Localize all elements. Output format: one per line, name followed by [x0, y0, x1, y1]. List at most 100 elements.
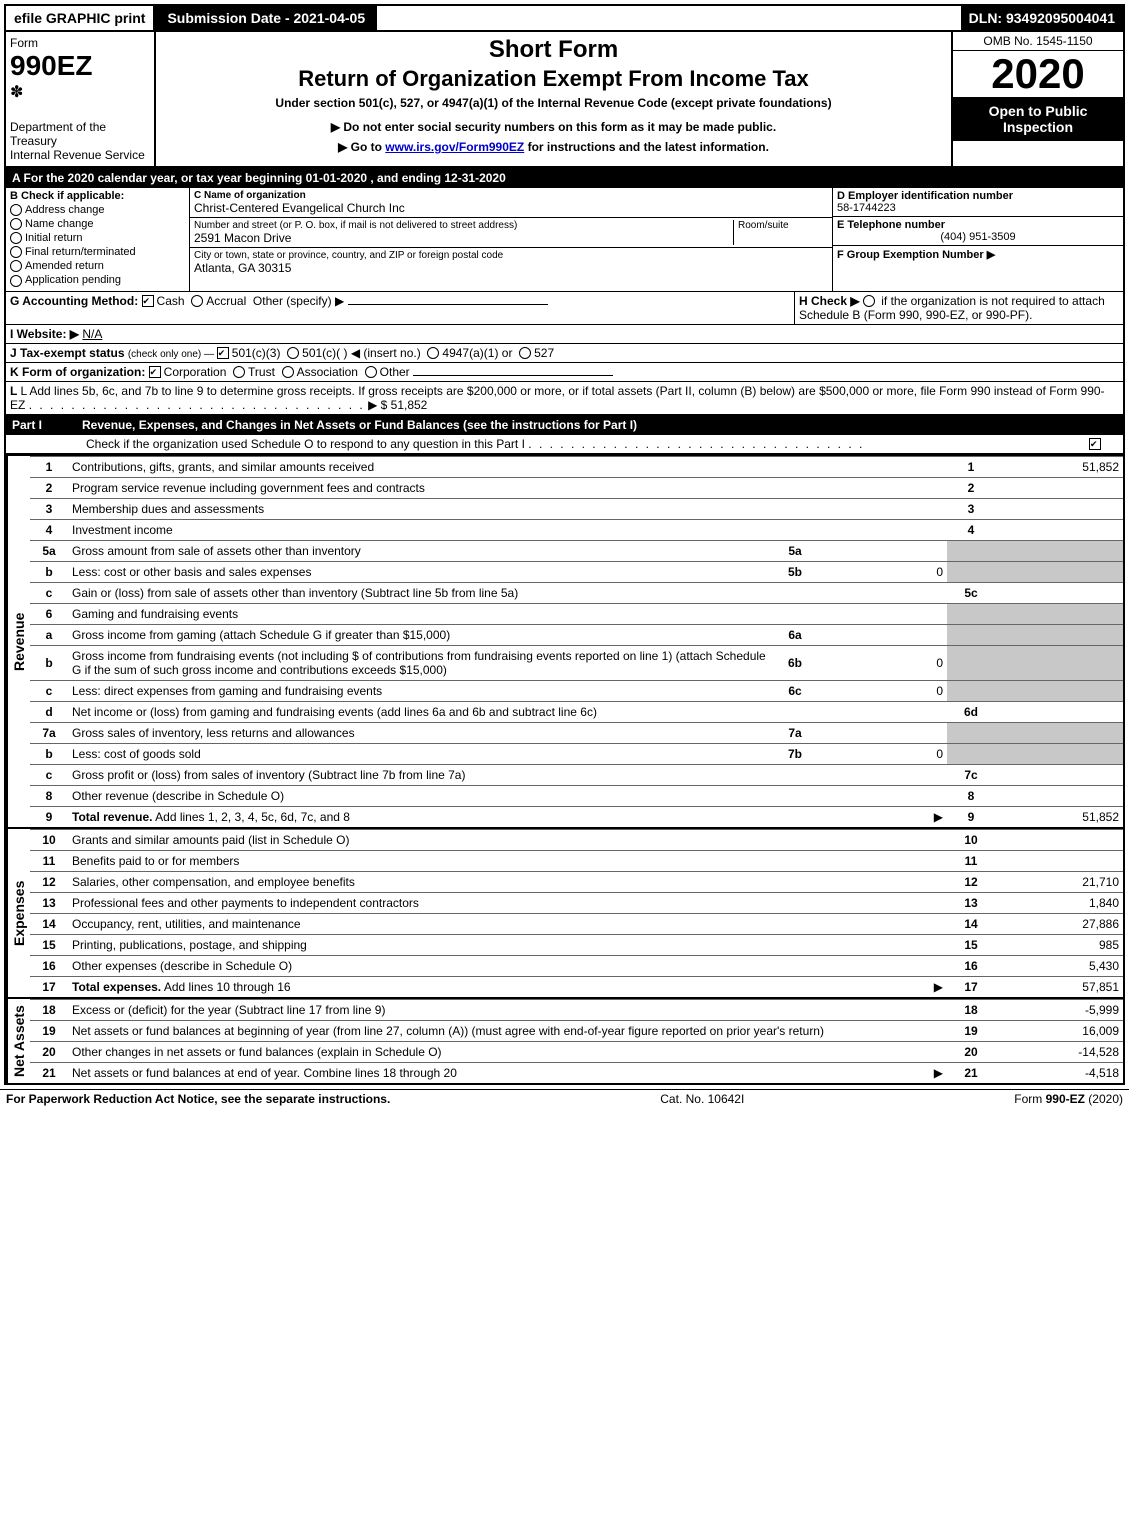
amended-return-checkbox[interactable] [10, 260, 22, 272]
right-line-number: 1 [947, 456, 995, 477]
j-4947-label: 4947(a)(1) or [442, 346, 512, 360]
k-assoc-label: Association [297, 365, 358, 379]
line-desc: Net assets or fund balances at beginning… [68, 1020, 947, 1041]
line-number: d [30, 701, 68, 722]
line-number: c [30, 764, 68, 785]
j-4947-checkbox[interactable] [427, 347, 439, 359]
line-desc: Membership dues and assessments [68, 498, 947, 519]
expenses-table: 10Grants and similar amounts paid (list … [30, 829, 1123, 997]
right-line-value [995, 477, 1123, 498]
e-phone-label: E Telephone number [837, 219, 1119, 231]
right-line-number: 19 [947, 1020, 995, 1041]
shaded-cell [947, 624, 995, 645]
line-desc: Professional fees and other payments to … [68, 892, 947, 913]
line-number: a [30, 624, 68, 645]
line-row: 12Salaries, other compensation, and empl… [30, 871, 1123, 892]
page-footer: For Paperwork Reduction Act Notice, see … [0, 1089, 1129, 1108]
box-b: B Check if applicable: Address change Na… [6, 188, 190, 291]
right-line-value [995, 850, 1123, 871]
part1-header: Part I Revenue, Expenses, and Changes in… [6, 415, 1123, 435]
k-other-checkbox[interactable] [365, 366, 377, 378]
line-row: 11Benefits paid to or for members11 [30, 850, 1123, 871]
part1-label: Part I [12, 418, 82, 432]
sub-value: 0 [819, 561, 947, 582]
right-line-value: -14,528 [995, 1041, 1123, 1062]
line-row: 15Printing, publications, postage, and s… [30, 934, 1123, 955]
netassets-section: Net Assets 18Excess or (deficit) for the… [6, 997, 1123, 1083]
j-501c3-checkbox[interactable] [217, 347, 229, 359]
part1-title: Revenue, Expenses, and Changes in Net As… [82, 418, 637, 432]
f-group-label: F Group Exemption Number ▶ [837, 248, 1119, 261]
row-j: J Tax-exempt status (check only one) — 5… [6, 344, 1123, 363]
line-desc: Occupancy, rent, utilities, and maintena… [68, 913, 947, 934]
submission-date-button[interactable]: Submission Date - 2021-04-05 [155, 6, 377, 30]
initial-return-label: Initial return [25, 232, 82, 244]
form-container: efile GRAPHIC print Submission Date - 20… [4, 4, 1125, 1085]
line-row: 21Net assets or fund balances at end of … [30, 1062, 1123, 1083]
line-desc: Grants and similar amounts paid (list in… [68, 829, 947, 850]
line-row: dNet income or (loss) from gaming and fu… [30, 701, 1123, 722]
part1-check-text: Check if the organization used Schedule … [86, 437, 525, 451]
row-i: I Website: ▶ N/A [6, 325, 1123, 344]
line-number: 21 [30, 1062, 68, 1083]
sub-code: 5b [771, 561, 819, 582]
sub-code: 7a [771, 722, 819, 743]
line-number: 16 [30, 955, 68, 976]
line-number: 12 [30, 871, 68, 892]
j-note: (check only one) — [128, 349, 217, 360]
line-number: 20 [30, 1041, 68, 1062]
addr-change-checkbox[interactable] [10, 204, 22, 216]
line-row: bGross income from fundraising events (n… [30, 645, 1123, 680]
goto-link[interactable]: www.irs.gov/Form990EZ [385, 140, 524, 154]
line-desc: Less: direct expenses from gaming and fu… [68, 680, 771, 701]
name-change-checkbox[interactable] [10, 218, 22, 230]
right-line-value [995, 764, 1123, 785]
expenses-section: Expenses 10Grants and similar amounts pa… [6, 827, 1123, 997]
j-501c-checkbox[interactable] [287, 347, 299, 359]
form-number: 990EZ [10, 50, 150, 82]
line-number: b [30, 561, 68, 582]
line-row: 8Other revenue (describe in Schedule O)8 [30, 785, 1123, 806]
line-number: 5a [30, 540, 68, 561]
shaded-cell [947, 540, 995, 561]
header-left: Form 990EZ ✽ Department of the Treasury … [6, 32, 156, 166]
under-section: Under section 501(c), 527, or 4947(a)(1)… [160, 96, 947, 110]
omb-number: OMB No. 1545-1150 [953, 32, 1123, 51]
shaded-cell [995, 680, 1123, 701]
shaded-cell [995, 603, 1123, 624]
k-other-input[interactable] [413, 375, 613, 376]
g-cash-checkbox[interactable] [142, 295, 154, 307]
app-pending-checkbox[interactable] [10, 275, 22, 287]
footer-mid: Cat. No. 10642I [660, 1092, 744, 1106]
k-trust-checkbox[interactable] [233, 366, 245, 378]
irs-label: Internal Revenue Service [10, 148, 150, 162]
part1-checknote: Check if the organization used Schedule … [6, 435, 1123, 454]
initial-return-checkbox[interactable] [10, 232, 22, 244]
line-desc: Salaries, other compensation, and employ… [68, 871, 947, 892]
g-accrual-checkbox[interactable] [191, 295, 203, 307]
form-label: Form [10, 36, 150, 50]
right-line-number: 17 [947, 976, 995, 997]
right-line-number: 18 [947, 999, 995, 1020]
g-other-input[interactable] [348, 304, 548, 305]
line-desc: Other changes in net assets or fund bala… [68, 1041, 947, 1062]
k-corp-checkbox[interactable] [149, 366, 161, 378]
h-checkbox[interactable] [863, 295, 875, 307]
netassets-table: 18Excess or (deficit) for the year (Subt… [30, 999, 1123, 1083]
part1-schedo-checkbox[interactable] [1089, 438, 1101, 450]
footer-right: Form 990-EZ (2020) [1014, 1092, 1123, 1106]
right-line-number: 5c [947, 582, 995, 603]
final-return-checkbox[interactable] [10, 246, 22, 258]
line-desc: Excess or (deficit) for the year (Subtra… [68, 999, 947, 1020]
j-527-checkbox[interactable] [519, 347, 531, 359]
line-row: 14Occupancy, rent, utilities, and mainte… [30, 913, 1123, 934]
app-pending-label: Application pending [25, 274, 121, 286]
k-assoc-checkbox[interactable] [282, 366, 294, 378]
line-number: 11 [30, 850, 68, 871]
line-number: 3 [30, 498, 68, 519]
line-row: 18Excess or (deficit) for the year (Subt… [30, 999, 1123, 1020]
k-label: K Form of organization: [10, 365, 145, 379]
g-accrual-label: Accrual [206, 294, 246, 308]
expenses-sidelabel: Expenses [6, 829, 30, 997]
h-label: H Check ▶ [799, 294, 863, 308]
